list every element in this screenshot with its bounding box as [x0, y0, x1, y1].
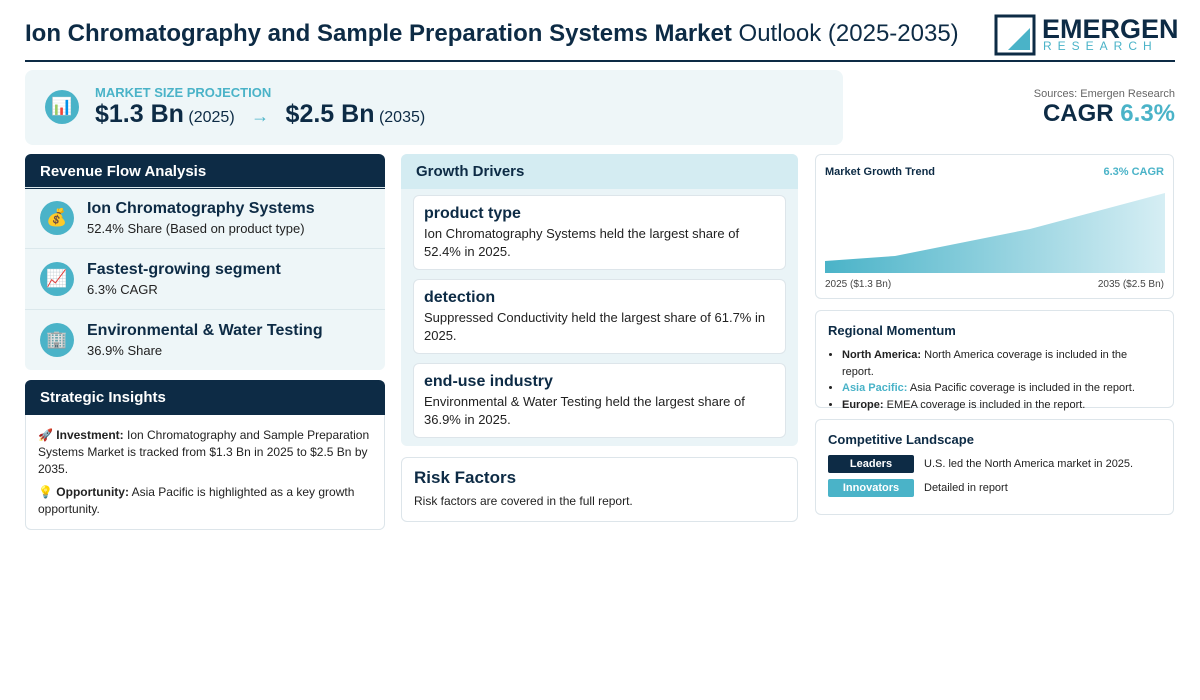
trend-area — [825, 193, 1165, 273]
driver-text: Environmental & Water Testing held the l… — [424, 394, 745, 427]
competitive-landscape: Competitive Landscape Leaders U.S. led th… — [815, 419, 1174, 515]
start-year: (2025) — [188, 109, 235, 126]
cagr-value: 6.3% — [1120, 100, 1175, 127]
insight-text: Asia Pacific is highlighted as a key gro… — [38, 485, 355, 516]
driver-title: detection — [424, 289, 496, 306]
driver-title: end-use industry — [424, 373, 553, 390]
item-text: 52.4% Share (Based on product type) — [87, 221, 305, 236]
driver-card: end-use industry Environmental & Water Te… — [413, 363, 786, 438]
market-size: 📊 MARKET SIZE PROJECTION $1.3 Bn (2025) … — [25, 70, 843, 145]
icon: 💰 — [40, 201, 74, 235]
insight-text: Ion Chromatography and Sample Preparatio… — [38, 428, 370, 476]
section-title: Revenue Flow Analysis — [25, 154, 385, 189]
growth-trend: Market Growth Trend 6.3% CAGR 2025 ($1.3… — [815, 154, 1174, 299]
icon: 🏢 — [40, 323, 74, 357]
logo-icon — [994, 14, 1036, 56]
values: $1.3 Bn (2025) → $2.5 Bn (2035) — [95, 100, 425, 129]
logo-sub: RESEARCH — [1043, 39, 1158, 53]
regional-momentum: Regional Momentum North America: North A… — [815, 310, 1174, 411]
trend-badge: 6.3% CAGR — [1103, 166, 1164, 178]
insight: 💡 Opportunity: Asia Pacific is highlight… — [38, 484, 372, 518]
driver-card: detection Suppressed Conductivity held th… — [413, 279, 786, 354]
tag-text: Detailed in report — [924, 482, 1008, 494]
rule — [25, 60, 1175, 62]
logo-name: EMERGEN — [1042, 14, 1179, 44]
trend-start: 2025 ($1.3 Bn) — [825, 279, 892, 290]
insight-icon: 💡 — [38, 485, 53, 499]
item-text: 36.9% Share — [87, 343, 163, 358]
item-title: Environmental & Water Testing — [87, 322, 323, 339]
tag-text: U.S. led the North America market in 202… — [924, 458, 1134, 470]
item-text: 6.3% CAGR — [87, 282, 158, 297]
revenue-flow: Revenue Flow Analysis 💰 Ion Chromatograph… — [25, 154, 385, 370]
label: MARKET SIZE PROJECTION — [95, 85, 272, 100]
cagr-label: CAGR — [1042, 100, 1114, 127]
region-item: Europe: EMEA coverage is included in the… — [842, 397, 1161, 414]
trend-end: 2035 ($2.5 Bn) — [1097, 279, 1164, 290]
icon: 📊 — [45, 90, 79, 124]
region-item: Asia Pacific: Asia Pacific coverage is i… — [842, 380, 1161, 397]
region-text: North America coverage is included in th… — [842, 349, 1128, 378]
insight-label: Opportunity: — [56, 485, 129, 499]
region-text: Asia Pacific coverage is included in the… — [909, 382, 1135, 394]
risk-text: Risk factors are covered in the full rep… — [414, 494, 633, 508]
tag: Innovators — [828, 479, 914, 497]
risk-title: Risk Factors — [414, 468, 517, 487]
item-title: Ion Chromatography Systems — [87, 200, 315, 217]
tag: Leaders — [828, 455, 914, 473]
competitive-title: Competitive Landscape — [828, 432, 974, 447]
strategic-insights: Strategic Insights 🚀 Investment: Ion Chr… — [25, 380, 385, 530]
revenue-item: 📈 Fastest-growing segment 6.3% CAGR — [25, 248, 385, 308]
trend-title: Market Growth Trend — [825, 166, 936, 178]
title-rest: Outlook (2025-2035) — [738, 20, 959, 47]
revenue-item: 🏢 Environmental & Water Testing 36.9% Shar… — [25, 309, 385, 369]
driver-card: product type Ion Chromatography Systems h… — [413, 195, 786, 270]
item-title: Fastest-growing segment — [87, 261, 281, 278]
region-name: Europe: — [842, 398, 884, 411]
insight-icon: 🚀 — [38, 428, 53, 442]
region-item: North America: North America coverage is… — [842, 347, 1161, 380]
driver-title: product type — [424, 205, 521, 222]
title-bold: Ion Chromatography and Sample Preparatio… — [25, 20, 732, 47]
title: Ion Chromatography and Sample Preparatio… — [25, 20, 959, 48]
driver-text: Ion Chromatography Systems held the larg… — [424, 226, 740, 259]
section-title: Strategic Insights — [25, 380, 385, 415]
icon: 📈 — [40, 262, 74, 296]
arrow: → — [251, 106, 270, 126]
source: Sources: Emergen Research — [1033, 88, 1175, 100]
region-name: Asia Pacific: — [842, 382, 908, 394]
driver-text: Suppressed Conductivity held the largest… — [424, 310, 766, 343]
start-value: $1.3 Bn — [95, 100, 184, 128]
region-name: North America: — [842, 349, 922, 361]
region-text: EMEA coverage is included in the report. — [886, 398, 1086, 411]
regional-title: Regional Momentum — [828, 323, 956, 338]
end-value: $2.5 Bn — [285, 100, 375, 128]
section-title: Growth Drivers — [401, 154, 798, 189]
cagr: CAGR 6.3% — [1043, 100, 1175, 128]
insight-label: Investment: — [56, 428, 124, 442]
insight: 🚀 Investment: Ion Chromatography and Sam… — [38, 427, 372, 478]
revenue-item: 💰 Ion Chromatography Systems 52.4% Share (… — [25, 187, 385, 247]
end-year: (2035) — [378, 109, 426, 126]
competitor-row: Innovators Detailed in report — [828, 479, 1161, 497]
risk-factors: Risk Factors Risk factors are covered in… — [401, 457, 798, 522]
competitor-row: Leaders U.S. led the North America market… — [828, 455, 1161, 473]
growth-drivers: Growth Drivers product type Ion Chromatog… — [401, 154, 798, 446]
